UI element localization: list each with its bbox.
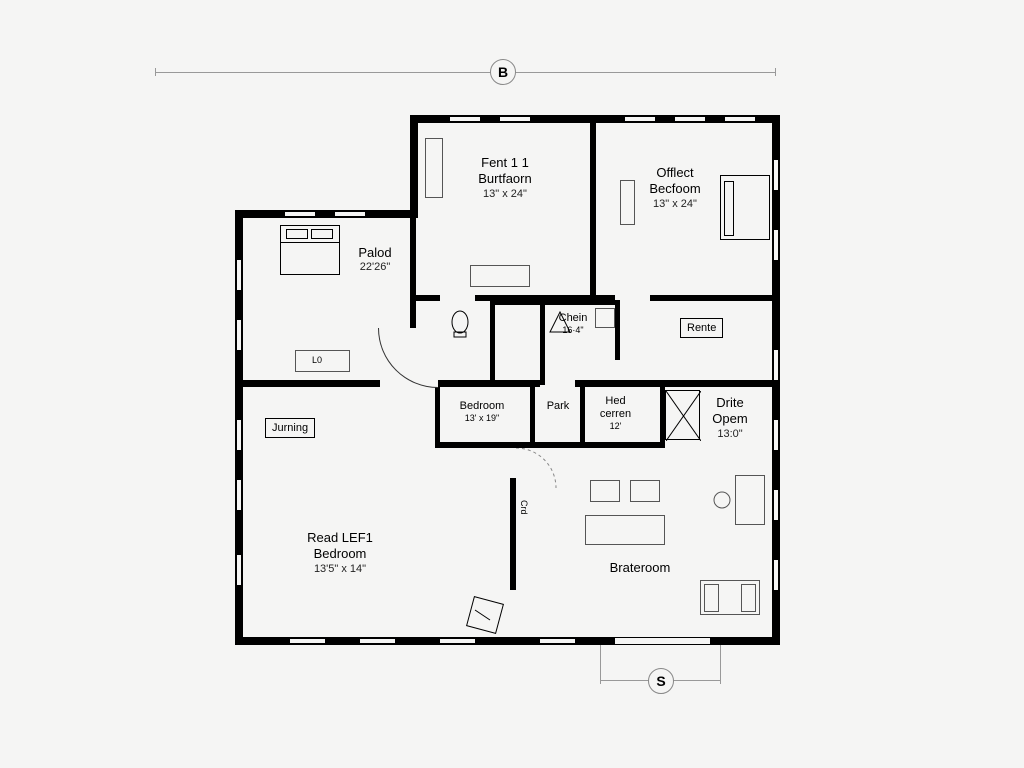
furniture-sofa: [630, 480, 660, 502]
furniture-sofa: [700, 580, 760, 615]
wall: [530, 387, 535, 447]
furniture-sofa: [590, 480, 620, 502]
furniture: [595, 308, 615, 328]
furniture-chair: [465, 595, 505, 635]
wall: [490, 300, 495, 385]
room-label-chein: Chein 16·4": [548, 312, 598, 336]
floorplan-canvas: B S: [0, 0, 1024, 768]
furniture: [425, 138, 443, 198]
wall: [410, 115, 418, 218]
dim-tick: [155, 68, 156, 76]
toilet-icon: [450, 310, 470, 338]
crd-label: Crd: [518, 500, 529, 515]
lo-label: L0: [312, 355, 322, 366]
room-label-fent: Fent 1 1 Burtfaorn 13" x 24": [450, 155, 560, 201]
wall: [590, 115, 596, 300]
wall: [615, 300, 620, 360]
chair-icon: [712, 490, 732, 510]
rente-label: Rente: [680, 318, 723, 338]
wall: [235, 210, 418, 218]
furniture-table: [585, 515, 665, 545]
jurning-label: Jurning: [265, 418, 315, 438]
stairs: [665, 390, 700, 440]
dim-tick: [600, 644, 601, 684]
wall: [435, 387, 440, 447]
dim-line-top: [155, 72, 775, 73]
furniture-bed: [280, 225, 340, 275]
room-label-drite: Drite Opem 13:0": [700, 395, 760, 441]
room-label-hed: Hed cerren 12': [588, 395, 643, 432]
wall: [490, 300, 620, 305]
wall: [235, 380, 780, 387]
room-label-bedroom: Bedroom 13' x 19": [442, 400, 522, 424]
dim-marker-s: S: [648, 668, 674, 694]
room-label-brateroom: Brateroom: [590, 560, 690, 576]
furniture: [470, 265, 530, 287]
room-label-offect: Offlect Becfoom 13" x 24": [625, 165, 725, 211]
door-arc-small: [516, 448, 561, 493]
dim-tick: [720, 644, 721, 684]
dim-tick: [775, 68, 776, 76]
furniture-bed: [720, 175, 770, 240]
dim-marker-b: B: [490, 59, 516, 85]
furniture-desk: [735, 475, 765, 525]
door-arc: [378, 328, 438, 388]
wall: [540, 300, 545, 385]
room-label-park: Park: [538, 400, 578, 413]
room-label-read: Read LEF1 Bedroom 13'5" x 14": [280, 530, 400, 576]
wall: [580, 387, 585, 447]
room-label-palod: Palod 22'26": [340, 245, 410, 275]
furniture-desk: [295, 350, 350, 372]
